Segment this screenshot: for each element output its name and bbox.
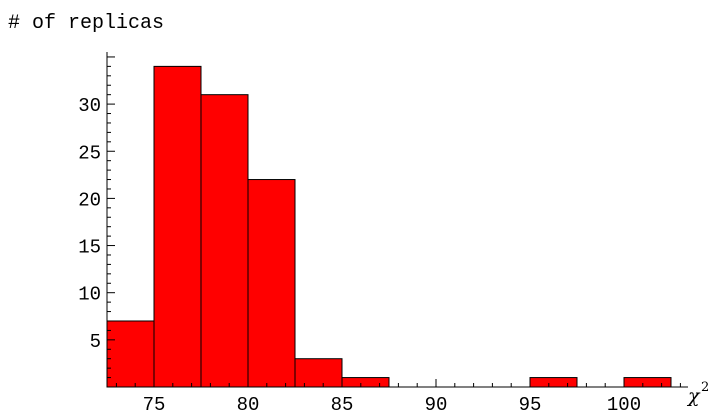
- histogram-bar: [341, 377, 390, 388]
- histogram-bar: [623, 377, 672, 388]
- x-ticks-group: 75 80 85 90 95 100: [115, 379, 681, 412]
- y-tick-label: 25: [78, 142, 101, 164]
- x-tick-label: 95: [519, 394, 542, 412]
- histogram-bar: [294, 358, 343, 388]
- x-tick-label: 80: [237, 394, 260, 412]
- histogram-bar: [106, 320, 155, 388]
- y-tick-label: 30: [78, 95, 101, 117]
- x-tick-label: 90: [425, 394, 448, 412]
- axes-group: [106, 52, 688, 388]
- bars-group: [106, 65, 672, 388]
- y-tick-label: 5: [90, 331, 101, 353]
- x-tick-label: 100: [607, 394, 641, 412]
- histogram-bar: [200, 94, 249, 388]
- x-tick-label: 85: [331, 394, 354, 412]
- y-tick-label: 15: [78, 237, 101, 259]
- x-axis-title-superscript: 2: [701, 380, 709, 395]
- y-axis-title: # of replicas: [8, 12, 164, 35]
- y-ticks-group: 5 10 15 20 25 30: [78, 56, 115, 379]
- histogram-bar: [529, 377, 578, 388]
- y-tick-label: 20: [78, 189, 101, 211]
- x-tick-label: 75: [143, 394, 166, 412]
- x-axis-title: χ: [686, 385, 701, 407]
- histogram-bar: [153, 65, 202, 388]
- histogram-bar: [247, 179, 296, 388]
- y-tick-label: 10: [78, 284, 101, 306]
